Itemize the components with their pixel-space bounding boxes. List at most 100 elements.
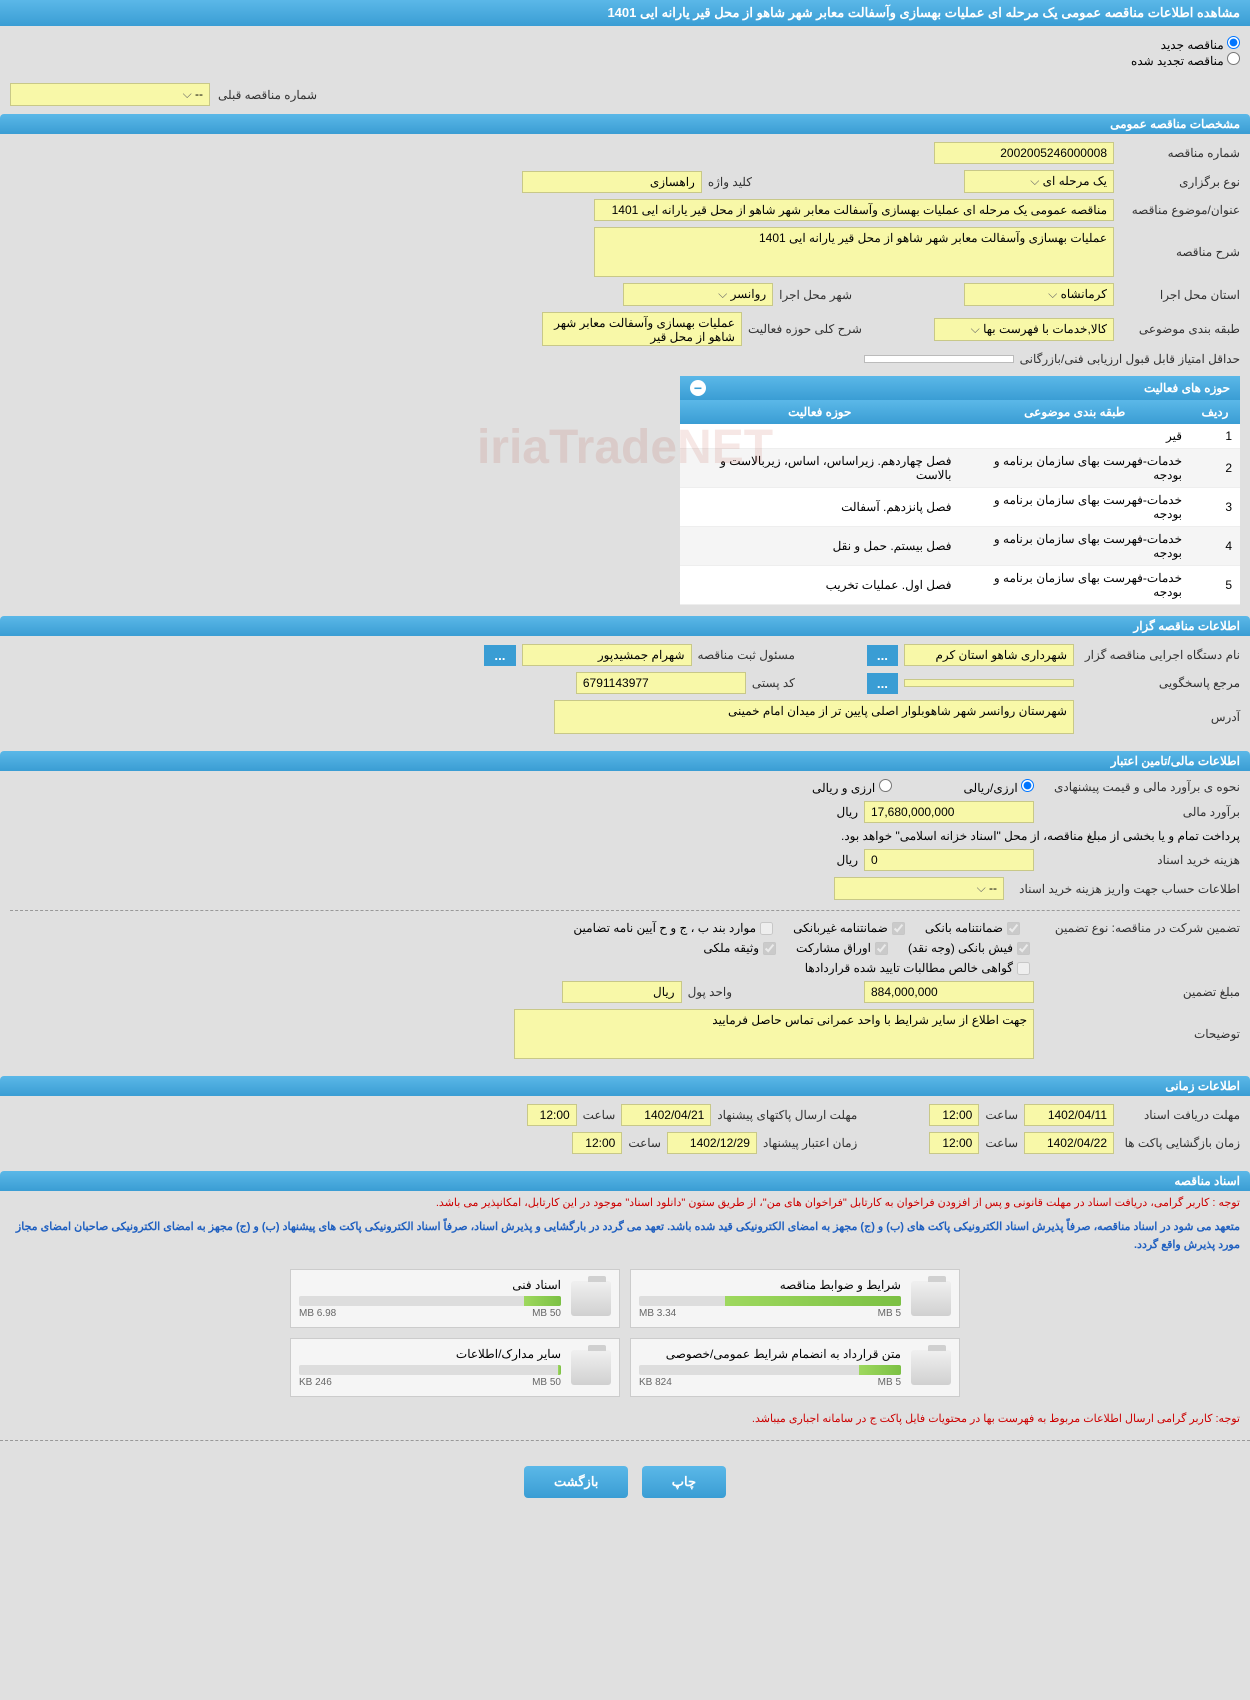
valid-date[interactable]: 1402/12/29 — [667, 1132, 757, 1154]
recv-date[interactable]: 1402/04/11 — [1024, 1104, 1114, 1126]
desc-field[interactable]: عملیات بهسازی وآسفالت معابر شهر شاهو از … — [594, 227, 1114, 277]
prev-tender-select[interactable]: -- — [10, 83, 210, 106]
exec-label: نام دستگاه اجرایی مناقصه گزار — [1080, 648, 1240, 662]
ref-field[interactable] — [904, 679, 1074, 687]
table-row: 4خدمات-فهرست بهای سازمان برنامه و بودجهف… — [680, 527, 1240, 566]
recv-time[interactable]: 12:00 — [929, 1104, 979, 1126]
exec-browse-button[interactable]: ... — [867, 645, 898, 666]
exec-field: شهرداری شاهو استان کرم — [904, 644, 1074, 666]
open-time[interactable]: 12:00 — [929, 1132, 979, 1154]
open-date[interactable]: 1402/04/22 — [1024, 1132, 1114, 1154]
chk-nonbank[interactable]: ضمانتنامه غیربانکی — [793, 921, 905, 935]
min-score-label: حداقل امتیاز قابل قبول ارزیابی فنی/بازرگ… — [1020, 352, 1240, 366]
table-row: 2خدمات-فهرست بهای سازمان برنامه و بودجهف… — [680, 449, 1240, 488]
valid-time[interactable]: 12:00 — [572, 1132, 622, 1154]
activity-desc-field[interactable]: عملیات بهسازی وآسفالت معابر شهر شاهو از … — [542, 312, 742, 346]
radio-both[interactable]: ارزی و ریالی — [812, 779, 892, 795]
print-button[interactable]: چاپ — [642, 1466, 726, 1498]
min-score-field[interactable] — [864, 355, 1014, 363]
section-docs-header: اسناد مناقصه — [0, 1171, 1250, 1191]
recv-label: مهلت دریافت اسناد — [1120, 1108, 1240, 1122]
file-card[interactable]: اسناد فنی 50 MB6.98 MB — [290, 1269, 620, 1328]
keyword-label: کلید واژه — [708, 175, 752, 189]
province-select[interactable]: کرمانشاه — [964, 283, 1114, 306]
province-label: استان محل اجرا — [1120, 288, 1240, 302]
file-card[interactable]: سایر مدارک/اطلاعات 50 MB246 KB — [290, 1338, 620, 1397]
folder-icon — [571, 1350, 611, 1385]
send-date[interactable]: 1402/04/21 — [621, 1104, 711, 1126]
method-label: نحوه ی برآورد مالی و قیمت پیشنهادی — [1040, 780, 1240, 794]
notes-field[interactable]: جهت اطلاع از سایر شرایط با واحد عمرانی ت… — [514, 1009, 1034, 1059]
desc-label: شرح مناقصه — [1120, 245, 1240, 259]
notes-label: توضیحات — [1040, 1027, 1240, 1041]
docs-note3: توجه: کاربر گرامی ارسال اطلاعات مربوط به… — [0, 1407, 1250, 1430]
send-label: مهلت ارسال پاکتهای پیشنهاد — [717, 1108, 857, 1122]
section-general-header: مشخصات مناقصه عمومی — [0, 114, 1250, 134]
subject-field[interactable]: مناقصه عمومی یک مرحله ای عملیات بهسازی و… — [594, 199, 1114, 221]
chk-clauses[interactable]: موارد بند ب ، ج و ح آیین نامه تضامین — [573, 921, 773, 935]
curr-label: واحد پول — [688, 985, 732, 999]
activity-desc-label: شرح کلی حوزه فعالیت — [748, 322, 862, 336]
est-label: برآورد مالی — [1040, 805, 1240, 819]
file-card[interactable]: متن قرارداد به انضمام شرایط عمومی/خصوصی … — [630, 1338, 960, 1397]
est-unit: ریال — [836, 805, 858, 819]
category-label: طبقه بندی موضوعی — [1120, 322, 1240, 336]
guar-amt-field[interactable]: 884,000,000 — [864, 981, 1034, 1003]
number-field: 2002005246000008 — [934, 142, 1114, 164]
section-fin-header: اطلاعات مالی/تامین اعتبار — [0, 751, 1250, 771]
ref-label: مرجع پاسخگویی — [1080, 676, 1240, 690]
guar-type-label: تضمین شرکت در مناقصه: نوع تضمین — [1040, 921, 1240, 935]
category-select[interactable]: کالا,خدمات با فهرست بها — [934, 318, 1114, 341]
chk-bonds[interactable]: اوراق مشارکت — [796, 941, 888, 955]
ref-browse-button[interactable]: ... — [867, 673, 898, 694]
type-label: نوع برگزاری — [1120, 175, 1240, 189]
valid-label: زمان اعتبار پیشنهاد — [763, 1136, 857, 1150]
city-select[interactable]: روانسر — [623, 283, 773, 306]
section-org-header: اطلاعات مناقصه گزار — [0, 616, 1250, 636]
type-select[interactable]: یک مرحله ای — [964, 170, 1114, 193]
post-label: کد پستی — [752, 676, 795, 690]
back-button[interactable]: بازگشت — [524, 1466, 628, 1498]
radio-new[interactable]: مناقصه جدید — [1161, 38, 1240, 52]
est-field[interactable]: 17,680,000,000 — [864, 801, 1034, 823]
acct-select[interactable]: -- — [834, 877, 1004, 900]
keyword-field[interactable]: راهسازی — [522, 171, 702, 193]
page-title: مشاهده اطلاعات مناقصه عمومی یک مرحله ای … — [0, 0, 1250, 26]
folder-icon — [571, 1281, 611, 1316]
table-row: 1قیر — [680, 424, 1240, 449]
chk-bank[interactable]: ضمانتنامه بانکی — [925, 921, 1020, 935]
section-time-header: اطلاعات زمانی — [0, 1076, 1250, 1096]
doc-cost-label: هزینه خرید اسناد — [1040, 853, 1240, 867]
table-row: 5خدمات-فهرست بهای سازمان برنامه و بودجهف… — [680, 566, 1240, 605]
prev-tender-label: شماره مناقصه قبلی — [218, 88, 317, 102]
addr-label: آدرس — [1080, 710, 1240, 724]
addr-field[interactable]: شهرستان روانسر شهر شاهوبلوار اصلی پایین … — [554, 700, 1074, 734]
folder-icon — [911, 1350, 951, 1385]
files-grid: شرایط و ضوابط مناقصه 5 MB3.34 MB اسناد ف… — [275, 1269, 975, 1397]
folder-icon — [911, 1281, 951, 1316]
guar-amt-label: مبلغ تضمین — [1040, 985, 1240, 999]
send-time[interactable]: 12:00 — [527, 1104, 577, 1126]
number-label: شماره مناقصه — [1120, 146, 1240, 160]
chk-cash[interactable]: فیش بانکی (وجه نقد) — [908, 941, 1030, 955]
post-field[interactable]: 6791143977 — [576, 672, 746, 694]
chk-receivables[interactable]: گواهی خالص مطالبات تایید شده قراردادها — [805, 961, 1030, 975]
activity-table: حوزه های فعالیت− ردیفطبقه بندی موضوعیحوز… — [680, 376, 1240, 605]
table-row: 3خدمات-فهرست بهای سازمان برنامه و بودجهف… — [680, 488, 1240, 527]
docs-note1: توجه : کاربر گرامی، دریافت اسناد در مهلت… — [0, 1191, 1250, 1214]
acct-label: اطلاعات حساب جهت واریز هزینه خرید اسناد — [1010, 882, 1240, 896]
docs-note2: متعهد می شود در اسناد مناقصه، صرفاً پذیر… — [0, 1214, 1250, 1259]
doc-cost-field[interactable]: 0 — [864, 849, 1034, 871]
subject-label: عنوان/موضوع مناقصه — [1120, 203, 1240, 217]
curr-field: ریال — [562, 981, 682, 1003]
open-label: زمان بازگشایی پاکت ها — [1120, 1136, 1240, 1150]
chk-property[interactable]: وثیقه ملکی — [703, 941, 776, 955]
resp-browse-button[interactable]: ... — [484, 645, 515, 666]
resp-label: مسئول ثبت مناقصه — [698, 648, 795, 662]
collapse-icon[interactable]: − — [690, 380, 706, 396]
pay-note: پرداخت تمام و یا بخشی از مبلغ مناقصه، از… — [841, 829, 1240, 843]
city-label: شهر محل اجرا — [779, 288, 852, 302]
radio-rial[interactable]: ارزی/ریالی — [964, 779, 1034, 795]
file-card[interactable]: شرایط و ضوابط مناقصه 5 MB3.34 MB — [630, 1269, 960, 1328]
radio-renewed[interactable]: مناقصه تجدید شده — [1131, 54, 1240, 68]
